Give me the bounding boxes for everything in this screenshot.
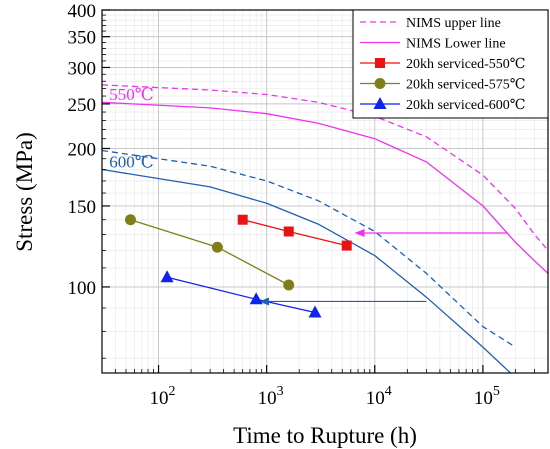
- nims-550-upper-line: [102, 84, 548, 251]
- temperature-annotation: 550℃: [109, 85, 154, 104]
- arrow-head: [354, 228, 365, 237]
- legend-marker: [375, 58, 385, 68]
- ticks-layer: 102 103 104 105 100 150 200 250 300 350 400: [68, 1, 549, 409]
- data-point: [283, 226, 294, 237]
- x-tick-label: 105: [474, 384, 500, 409]
- data-point: [124, 214, 136, 226]
- nims-600-lower-line: [102, 168, 511, 373]
- y-tick-label: 100: [68, 278, 97, 299]
- legend-marker: [374, 78, 386, 89]
- plot-frame: [101, 9, 549, 374]
- data-point: [249, 292, 263, 305]
- data-point: [283, 279, 295, 291]
- arrow-layer: [259, 228, 508, 306]
- y-tick-label: 250: [68, 95, 97, 116]
- y-tick-label: 300: [68, 58, 97, 79]
- nims-550-lower-line: [102, 101, 548, 274]
- marker-layer: [124, 214, 352, 318]
- y-tick-label: 350: [68, 28, 97, 49]
- series-layer: [102, 84, 548, 373]
- arrow-head: [259, 297, 270, 306]
- data-point: [237, 214, 248, 225]
- legend-label: 20kh serviced-600℃: [406, 98, 525, 113]
- x-axis-title: Time to Rupture (h): [233, 423, 417, 448]
- annotation-layer: 550℃ 600℃: [109, 85, 154, 171]
- y-axis-title: Stress (MPa): [12, 132, 37, 251]
- y-tick-label: 400: [68, 1, 97, 22]
- legend-marker: [373, 97, 387, 109]
- legend-box: [352, 9, 549, 119]
- legend: NIMS upper line NIMS Lower line 20kh servi…: [352, 9, 549, 119]
- legend-label: 20kh serviced-550℃: [406, 57, 525, 72]
- y-tick-label: 200: [68, 139, 97, 160]
- y-tick-label: 150: [68, 197, 97, 218]
- nims-600-upper-line: [102, 149, 516, 348]
- data-point: [160, 270, 174, 283]
- data-point: [211, 241, 223, 253]
- data-point: [341, 240, 352, 251]
- x-tick-label: 103: [258, 384, 284, 409]
- legend-label: NIMS Lower line: [406, 37, 506, 52]
- x-tick-label: 102: [150, 384, 176, 409]
- x-tick-label: 104: [366, 384, 392, 409]
- legend-label: NIMS upper line: [406, 16, 501, 31]
- data-point: [308, 305, 322, 318]
- temperature-annotation: 600℃: [109, 152, 154, 171]
- legend-label: 20kh serviced-575℃: [406, 78, 525, 93]
